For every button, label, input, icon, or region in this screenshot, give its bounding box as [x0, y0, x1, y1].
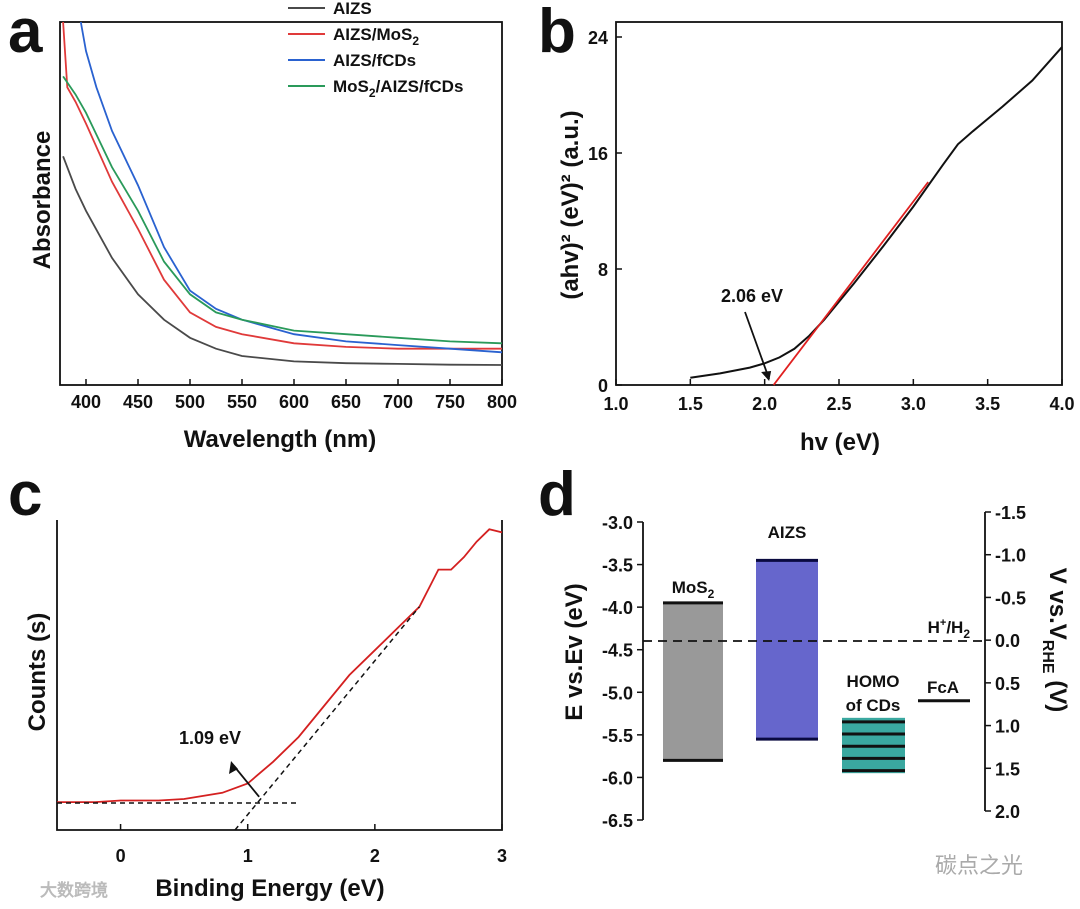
x-tick-label-a: 400 — [71, 392, 101, 412]
y-axis-right-label-d: V vs.VRHE (V) — [1039, 568, 1071, 713]
x-tick-label-a: 550 — [227, 392, 257, 412]
y-tick-label-d: -4.0 — [602, 598, 633, 618]
x-tick-label-b: 3.0 — [901, 394, 926, 414]
subscript: 2 — [369, 86, 376, 100]
annotation-label-c: 1.09 eV — [179, 728, 241, 748]
x-tick-label-a: 450 — [123, 392, 153, 412]
legend-text: /AIZS/fCDs — [376, 77, 464, 96]
watermark-right: 碳点之光 — [935, 853, 1024, 878]
y-tick-right-label-d: 0.0 — [995, 631, 1020, 651]
x-tick-label-c: 2 — [370, 846, 380, 866]
x-tick-label-a: 700 — [383, 392, 413, 412]
panel-label-a: a — [8, 0, 43, 66]
y-tick-label-d: -5.5 — [602, 726, 633, 746]
x-tick-label-c: 3 — [497, 846, 507, 866]
x-tick-label-c: 0 — [116, 846, 126, 866]
y-tick-label-b: 8 — [598, 260, 608, 280]
level-label-FcA: FcA — [927, 678, 959, 697]
series-line-AIZS/MoS2 — [62, 21, 502, 350]
panel-label-c: c — [8, 460, 42, 529]
plot-frame-c — [56, 520, 503, 831]
fit-line-c — [234, 606, 420, 831]
y-tick-right-label-d: -0.5 — [995, 588, 1026, 608]
y-tick-right-label-d: 1.0 — [995, 717, 1020, 737]
x-tick-label-b: 4.0 — [1049, 394, 1074, 414]
label-mid: /H — [946, 618, 963, 637]
x-axis-label-c: Binding Energy (eV) — [155, 875, 384, 902]
subscript: 2 — [708, 587, 715, 601]
x-tick-label-b: 3.5 — [975, 394, 1000, 414]
band-label-MoS2: MoS2 — [672, 578, 715, 601]
reference-label: H+/H2 — [928, 617, 971, 641]
legend-label: AIZS/MoS2 — [333, 25, 419, 48]
plot-frame-a — [59, 21, 503, 386]
y-tick-right-label-d: -1.0 — [995, 546, 1026, 566]
y-tick-label-d: -6.5 — [602, 811, 633, 831]
y-tick-right-label-d: 2.0 — [995, 802, 1020, 822]
series-line-fit — [772, 181, 929, 386]
x-tick-label-b: 1.0 — [603, 394, 628, 414]
x-tick-label-a: 500 — [175, 392, 205, 412]
x-tick-label-a: 750 — [435, 392, 465, 412]
y-tick-label-d: -6.0 — [602, 768, 633, 788]
band-label-AIZS: AIZS — [768, 523, 807, 542]
legend-label: AIZS/fCDs — [333, 51, 416, 70]
panel-label-d: d — [538, 460, 576, 529]
y-axis-label-a: Absorbance — [29, 131, 56, 270]
y-tick-label-d: -4.5 — [602, 641, 633, 661]
y-axis-label-c: Counts (s) — [24, 613, 51, 732]
annotation-label-b: 2.06 eV — [721, 286, 783, 306]
x-tick-label-b: 2.5 — [826, 394, 851, 414]
y-tick-label-d: -3.5 — [602, 556, 633, 576]
subscript: RHE — [1039, 640, 1056, 674]
series-line-data — [57, 528, 503, 803]
x-tick-label-b: 1.5 — [678, 394, 703, 414]
x-tick-label-c: 1 — [243, 846, 253, 866]
subscript: 2 — [412, 34, 419, 48]
series-line-AIZS — [62, 155, 503, 366]
x-tick-label-a: 600 — [279, 392, 309, 412]
band-label-HOMO-2: of CDs — [846, 696, 901, 715]
x-axis-label-b: hv (eV) — [800, 429, 880, 456]
series-line-AIZS/fCDs — [79, 21, 503, 354]
annotation-arrow-b — [744, 311, 770, 380]
arrow-head-c — [229, 761, 238, 774]
watermark-left: 大数跨境 — [40, 881, 108, 900]
arrow-head-b — [761, 371, 772, 381]
y-tick-label-d: -5.0 — [602, 683, 633, 703]
legend-label: AIZS — [333, 0, 372, 18]
band-AIZS — [756, 560, 818, 740]
label-suffix: (V) — [1044, 674, 1071, 713]
legend-label: MoS2/AIZS/fCDs — [333, 77, 463, 100]
y-tick-label-b: 24 — [588, 28, 608, 48]
y-tick-label-b: 16 — [588, 144, 608, 164]
band-label-HOMO: HOMO — [847, 672, 900, 691]
series-line-MoS2/AIZS/fCDs — [62, 75, 503, 345]
y-tick-right-label-d: 1.5 — [995, 759, 1020, 779]
x-tick-label-b: 2.0 — [752, 394, 777, 414]
y-tick-label-b: 0 — [598, 376, 608, 396]
y-tick-right-label-d: -1.5 — [995, 503, 1026, 523]
x-tick-label-a: 800 — [487, 392, 517, 412]
superscript: + — [940, 617, 946, 629]
x-tick-label-a: 650 — [331, 392, 361, 412]
series-line-data — [690, 46, 1063, 379]
subscript: 2 — [963, 627, 970, 641]
panel-label-b: b — [538, 0, 576, 66]
y-tick-label-d: -3.0 — [602, 513, 633, 533]
y-axis-label-d: E vs.Ev (eV) — [561, 583, 588, 720]
band-MoS2 — [663, 602, 723, 761]
x-axis-label-a: Wavelength (nm) — [184, 426, 376, 453]
plot-frame-b — [615, 21, 1063, 386]
y-axis-label-b: (ahv)² (eV)² (a.u.) — [557, 110, 584, 299]
annotation-arrow-c — [233, 765, 260, 798]
y-tick-right-label-d: 0.5 — [995, 674, 1020, 694]
